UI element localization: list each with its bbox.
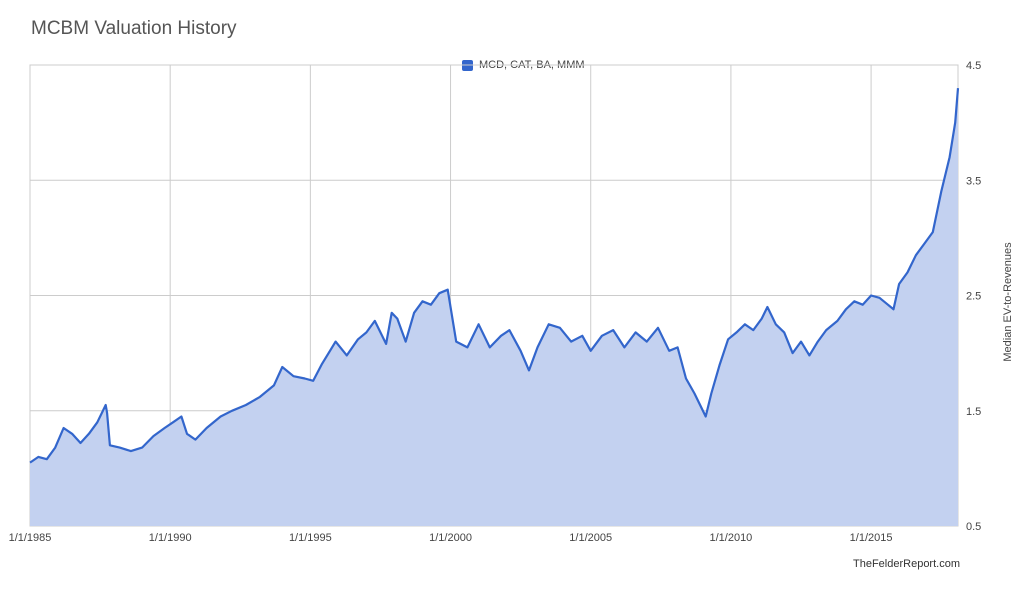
x-tick-label: 1/1/1985 [9,532,52,544]
series-area [30,88,958,526]
y-axis-label: Median EV-to-Revenues [1002,242,1014,362]
source-credit: TheFelderReport.com [853,558,960,570]
series-line [29,88,960,464]
x-tick-label: 1/1/2005 [569,532,612,544]
chart-title: MCBM Valuation History [31,18,237,39]
y-tick-label: 2.5 [966,291,981,303]
x-tick-label: 1/1/2010 [709,532,752,544]
x-tick-label: 1/1/2015 [850,532,893,544]
x-tick-label: 1/1/1995 [289,532,332,544]
y-tick-label: 4.5 [966,60,981,72]
y-tick-label: 3.5 [966,175,981,187]
x-tick-label: 1/1/2000 [429,532,472,544]
y-tick-label: 0.5 [966,521,981,533]
x-tick-label: 1/1/1990 [149,532,192,544]
y-tick-label: 1.5 [966,406,981,418]
